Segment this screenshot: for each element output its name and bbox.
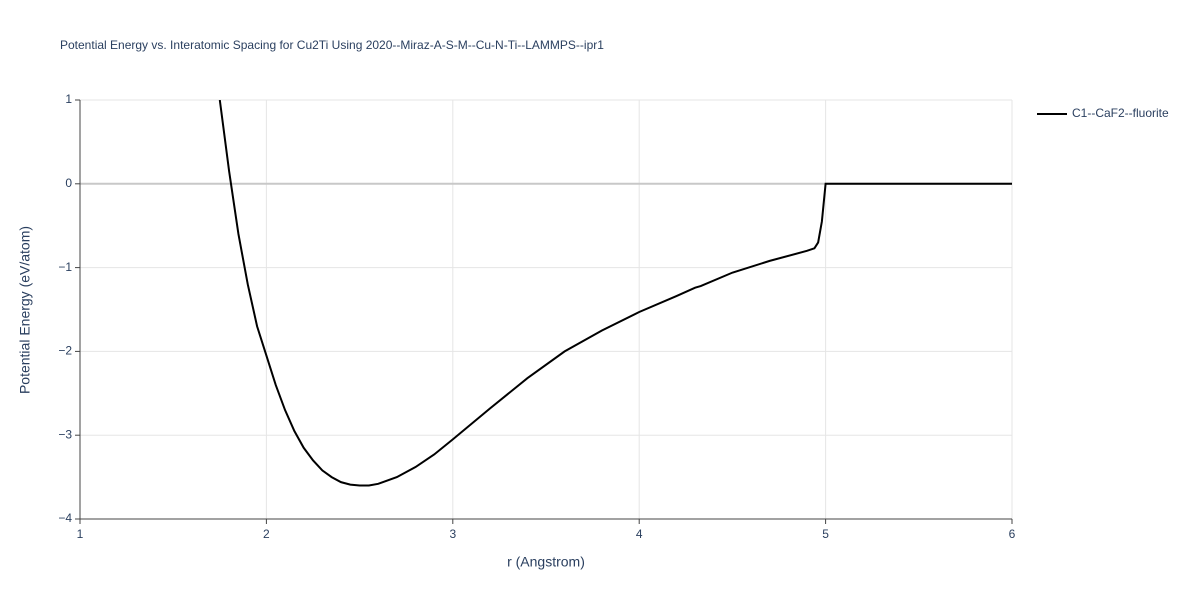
x-tick-label: 6: [1009, 527, 1016, 541]
y-tick-label: 0: [65, 176, 72, 190]
y-tick-label: −4: [58, 511, 72, 525]
x-axis-title: r (Angstrom): [507, 554, 585, 570]
x-tick-label: 5: [822, 527, 829, 541]
y-tick-label: −1: [58, 260, 72, 274]
data-line: [218, 100, 1012, 487]
x-tick-label: 1: [77, 527, 84, 541]
x-tick-label: 3: [449, 527, 456, 541]
y-tick-label: −3: [58, 427, 72, 441]
legend-label: C1--CaF2--fluorite: [1072, 106, 1169, 120]
chart-title: Potential Energy vs. Interatomic Spacing…: [60, 38, 604, 52]
y-tick-label: −2: [58, 344, 72, 358]
y-axis-title: Potential Energy (eV/atom): [17, 226, 33, 394]
x-tick-label: 4: [636, 527, 643, 541]
x-tick-label: 2: [263, 527, 270, 541]
y-tick-label: 1: [65, 92, 72, 106]
